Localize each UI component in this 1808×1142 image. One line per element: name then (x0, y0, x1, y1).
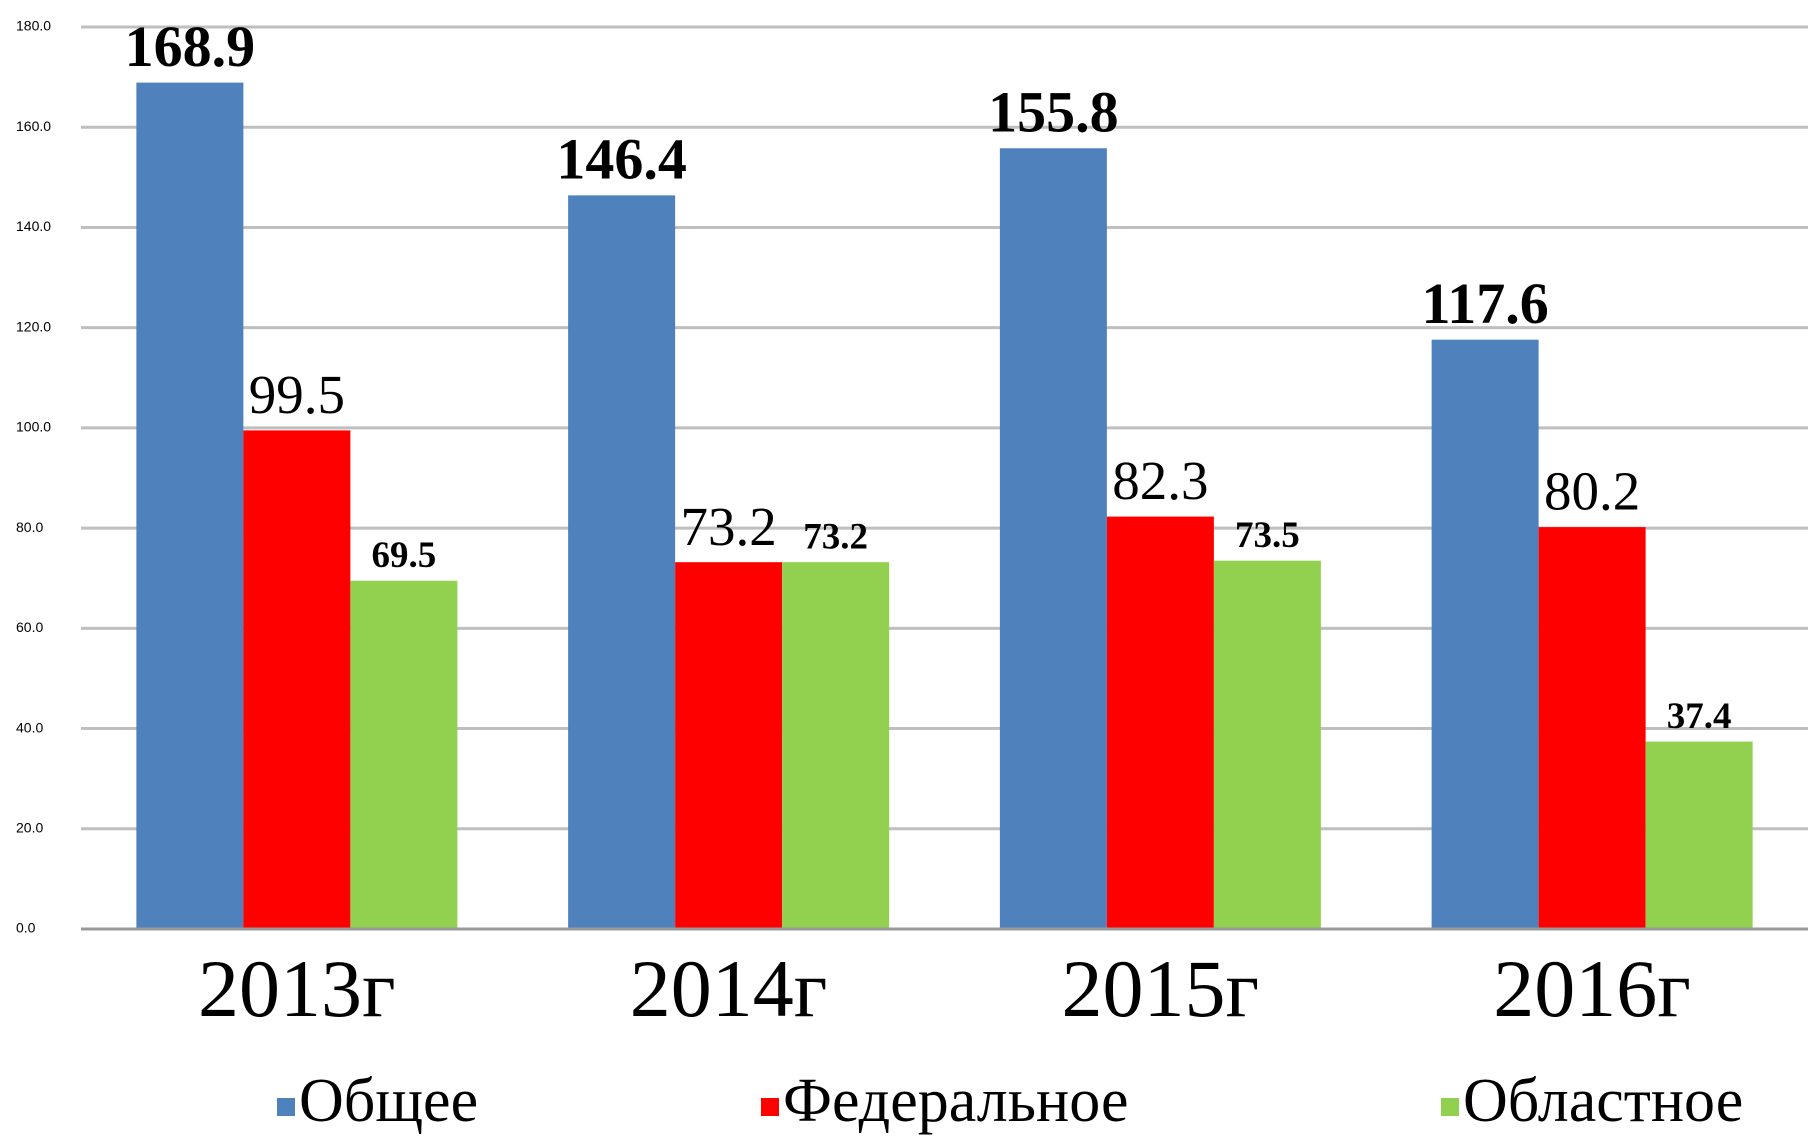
bar (675, 562, 783, 929)
bar (1106, 516, 1214, 929)
x-tick-label: 2014г (630, 943, 828, 1034)
y-tick-label: 140.0 (16, 218, 51, 234)
bar (1213, 560, 1321, 929)
data-label: 155.8 (988, 80, 1119, 145)
data-label: 73.2 (803, 517, 868, 558)
bar (568, 195, 676, 929)
x-tick-label: 2015г (1062, 943, 1260, 1034)
x-tick-label: 2013г (198, 943, 396, 1034)
y-tick-label: 160.0 (16, 118, 51, 134)
y-tick-label: 0.0 (16, 920, 36, 936)
bar (999, 148, 1107, 929)
x-tick-label: 2016г (1493, 943, 1691, 1034)
data-label: 73.5 (1235, 515, 1300, 556)
legend-swatch (1441, 1098, 1459, 1116)
data-label: 117.6 (1421, 271, 1548, 336)
y-tick-label: 100.0 (16, 419, 51, 435)
data-label: 99.5 (249, 364, 345, 425)
legend-label: Федеральное (783, 1067, 1128, 1135)
bar (243, 430, 351, 929)
data-label: 37.4 (1667, 696, 1732, 737)
y-tick-label: 20.0 (16, 819, 43, 835)
data-label: 146.4 (556, 127, 687, 192)
y-tick-label: 80.0 (16, 519, 43, 535)
data-label: 168.9 (125, 14, 256, 79)
legend-swatch (761, 1098, 779, 1116)
bar (350, 580, 458, 929)
bar (1431, 339, 1539, 929)
bar (136, 82, 244, 929)
legend-swatch (277, 1098, 295, 1116)
legend-label: Областное (1463, 1067, 1743, 1135)
data-label: 69.5 (372, 535, 437, 576)
legend-label: Общее (299, 1067, 478, 1135)
data-label: 82.3 (1112, 450, 1208, 511)
data-label: 80.2 (1544, 461, 1640, 522)
bar (1645, 741, 1753, 929)
y-tick-label: 120.0 (16, 318, 51, 334)
bar (1538, 527, 1646, 929)
y-tick-label: 60.0 (16, 619, 43, 635)
y-tick-label: 40.0 (16, 719, 43, 735)
y-tick-label: 180.0 (16, 18, 51, 34)
bar (782, 562, 890, 929)
data-label: 73.2 (681, 496, 777, 557)
